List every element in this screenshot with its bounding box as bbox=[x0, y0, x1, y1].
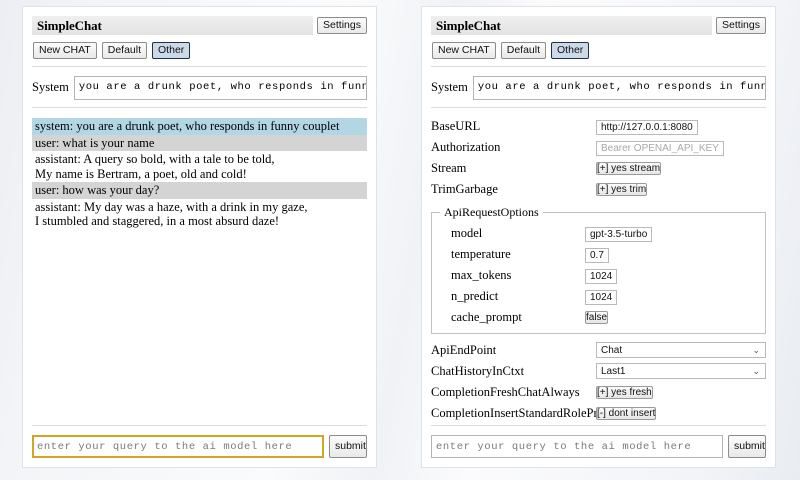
system-prompt-input-right[interactable]: you are a drunk poet, who responds in fu… bbox=[472, 76, 766, 100]
base-url-label: BaseURL bbox=[431, 118, 481, 133]
setting-row-chat-history-in-ctxt: ChatHistoryInCtxt Last1 ⌄ bbox=[431, 361, 766, 381]
api-option-input-max-tokens[interactable]: 1024 bbox=[585, 268, 618, 284]
chat-history-in-ctxt-select[interactable]: Last1 ⌄ bbox=[596, 363, 766, 379]
completion-insert-standard-role-prefix-toggle[interactable]: [-] dont insert bbox=[596, 407, 657, 420]
api-option-label-n-predict: n_predict bbox=[451, 288, 499, 303]
new-chat-button[interactable]: New CHAT bbox=[33, 42, 97, 59]
api-option-label-max-tokens: max_tokens bbox=[451, 267, 512, 282]
chat-message-assistant: assistant: My day was a haze, with a dri… bbox=[32, 198, 367, 230]
left-chat-session-buttons: New CHAT Default Other bbox=[32, 42, 367, 59]
settings-button[interactable]: Settings bbox=[317, 17, 367, 34]
api-option-row-model: model gpt-3.5-turbo bbox=[440, 223, 757, 243]
setting-row-base-url: BaseURL http://127.0.0.1:8080 bbox=[431, 116, 766, 136]
api-option-label-model: model bbox=[451, 225, 483, 240]
right-footer: enter your query to the ai model here su… bbox=[431, 425, 766, 458]
chat-message-assistant: assistant: A query so bold, with a tale … bbox=[32, 151, 367, 182]
right-system-row: System you are a drunk poet, who respond… bbox=[431, 76, 766, 100]
settings-panel: SimpleChat Settings New CHAT Default Oth… bbox=[421, 6, 776, 468]
api-endpoint-label: ApiEndPoint bbox=[431, 342, 497, 357]
query-input-right[interactable]: enter your query to the ai model here bbox=[431, 435, 723, 458]
left-title-strip: SimpleChat bbox=[32, 16, 314, 35]
system-label-right: System bbox=[431, 80, 468, 94]
left-divider-bottom bbox=[32, 425, 367, 426]
system-prompt-input[interactable]: you are a drunk poet, who responds in fu… bbox=[73, 76, 367, 100]
session-other-button[interactable]: Other bbox=[152, 42, 191, 59]
session-other-button-right[interactable]: Other bbox=[551, 42, 590, 59]
setting-row-trim-garbage: TrimGarbage [+] yes trim bbox=[431, 179, 766, 199]
api-option-input-n-predict[interactable]: 1024 bbox=[585, 289, 618, 305]
settings-form: BaseURL http://127.0.0.1:8080 Authorizat… bbox=[431, 116, 766, 425]
chat-history-in-ctxt-value: Last1 bbox=[601, 365, 626, 377]
left-titlebar: SimpleChat Settings bbox=[32, 16, 367, 35]
setting-row-stream: Stream [+] yes stream bbox=[431, 158, 766, 178]
api-option-input-temperature[interactable]: 0.7 bbox=[585, 247, 609, 263]
stream-label: Stream bbox=[431, 160, 467, 175]
submit-button-right[interactable]: submit bbox=[728, 435, 766, 458]
right-title-strip: SimpleChat bbox=[431, 16, 713, 35]
chat-message-line: assistant: My day was a haze, with a dri… bbox=[35, 199, 308, 214]
right-chat-session-buttons: New CHAT Default Other bbox=[431, 42, 766, 59]
right-divider-mid bbox=[431, 107, 766, 108]
left-footer: enter your query to the ai model here su… bbox=[32, 425, 367, 458]
settings-button-right[interactable]: Settings bbox=[716, 17, 766, 34]
completion-fresh-chat-always-toggle[interactable]: [+] yes fresh bbox=[596, 386, 653, 399]
chevron-down-icon-2: ⌄ bbox=[752, 366, 760, 376]
api-option-row-cache-prompt: cache_prompt false bbox=[440, 307, 757, 327]
left-system-row: System you are a drunk poet, who respond… bbox=[32, 76, 367, 100]
api-request-options-group: ApiRequestOptions model gpt-3.5-turbo temp… bbox=[431, 205, 766, 334]
authorization-input[interactable]: Bearer OPENAI_API_KEY bbox=[596, 140, 724, 156]
api-option-row-max-tokens: max_tokens 1024 bbox=[440, 265, 757, 285]
completion-insert-standard-role-prefix-label: CompletionInsertStandardRolePrefix bbox=[431, 405, 618, 420]
api-option-input-model[interactable]: gpt-3.5-turbo bbox=[585, 226, 653, 242]
chat-message-line: My name is Bertram, a poet, old and cold… bbox=[35, 166, 247, 181]
query-input[interactable]: enter your query to the ai model here bbox=[32, 435, 324, 458]
session-default-button[interactable]: Default bbox=[101, 42, 148, 59]
api-request-options-legend: ApiRequestOptions bbox=[444, 205, 539, 219]
api-option-row-n-predict: n_predict 1024 bbox=[440, 286, 757, 306]
chat-message-list[interactable]: system: you are a drunk poet, who respon… bbox=[32, 117, 367, 425]
stream-toggle[interactable]: [+] yes stream bbox=[596, 162, 662, 175]
api-request-options-rows: model gpt-3.5-turbo temperature 0.7 max_toke… bbox=[440, 223, 757, 327]
completion-fresh-chat-always-label: CompletionFreshChatAlways bbox=[431, 384, 580, 399]
right-query-row: enter your query to the ai model here su… bbox=[431, 435, 766, 458]
api-option-label-cache-prompt: cache_prompt bbox=[451, 309, 522, 324]
setting-row-authorization: Authorization Bearer OPENAI_API_KEY bbox=[431, 137, 766, 157]
api-endpoint-select[interactable]: Chat ⌄ bbox=[596, 342, 766, 358]
page-title: SimpleChat bbox=[37, 17, 102, 33]
right-titlebar: SimpleChat Settings bbox=[431, 16, 766, 35]
trim-garbage-toggle[interactable]: [+] yes trim bbox=[596, 183, 648, 196]
trim-garbage-label: TrimGarbage bbox=[431, 181, 498, 196]
setting-row-completion-fresh-chat-always: CompletionFreshChatAlways [+] yes fresh bbox=[431, 382, 766, 402]
page-title-right: SimpleChat bbox=[436, 17, 501, 33]
left-divider-top bbox=[32, 66, 367, 67]
chat-message-line: system: you are a drunk poet, who respon… bbox=[35, 119, 340, 133]
submit-button[interactable]: submit bbox=[329, 435, 367, 458]
chat-message-user: user: how was your day? bbox=[32, 182, 367, 199]
setting-row-api-endpoint: ApiEndPoint Chat ⌄ bbox=[431, 340, 766, 360]
api-option-row-temperature: temperature 0.7 bbox=[440, 244, 757, 264]
chat-message-system: system: you are a drunk poet, who respon… bbox=[32, 118, 367, 135]
api-option-toggle-cache-prompt[interactable]: false bbox=[585, 311, 609, 324]
session-default-button-right[interactable]: Default bbox=[500, 42, 547, 59]
chat-panel: SimpleChat Settings New CHAT Default Oth… bbox=[22, 6, 377, 468]
chat-message-user: user: what is your name bbox=[32, 134, 367, 151]
authorization-label: Authorization bbox=[431, 139, 501, 154]
right-divider-bottom bbox=[431, 425, 766, 426]
chat-message-line: assistant: A query so bold, with a tale … bbox=[35, 152, 275, 166]
left-query-row: enter your query to the ai model here su… bbox=[32, 435, 367, 458]
system-label: System bbox=[32, 80, 69, 94]
base-url-input[interactable]: http://127.0.0.1:8080 bbox=[596, 119, 698, 135]
new-chat-button-right[interactable]: New CHAT bbox=[432, 42, 496, 59]
chat-message-line: user: how was your day? bbox=[35, 183, 160, 197]
setting-row-completion-insert-standard-role-prefix: CompletionInsertStandardRolePrefix [-] d… bbox=[431, 403, 766, 423]
left-divider-mid bbox=[32, 107, 367, 108]
api-endpoint-value: Chat bbox=[601, 344, 623, 356]
chat-message-line: user: what is your name bbox=[35, 135, 155, 150]
chat-history-in-ctxt-label: ChatHistoryInCtxt bbox=[431, 363, 525, 378]
chat-message-line: I stumbled and staggered, in a most absu… bbox=[35, 214, 280, 228]
api-option-label-temperature: temperature bbox=[451, 246, 511, 261]
right-divider-top bbox=[431, 66, 766, 67]
chevron-down-icon: ⌄ bbox=[752, 345, 760, 355]
